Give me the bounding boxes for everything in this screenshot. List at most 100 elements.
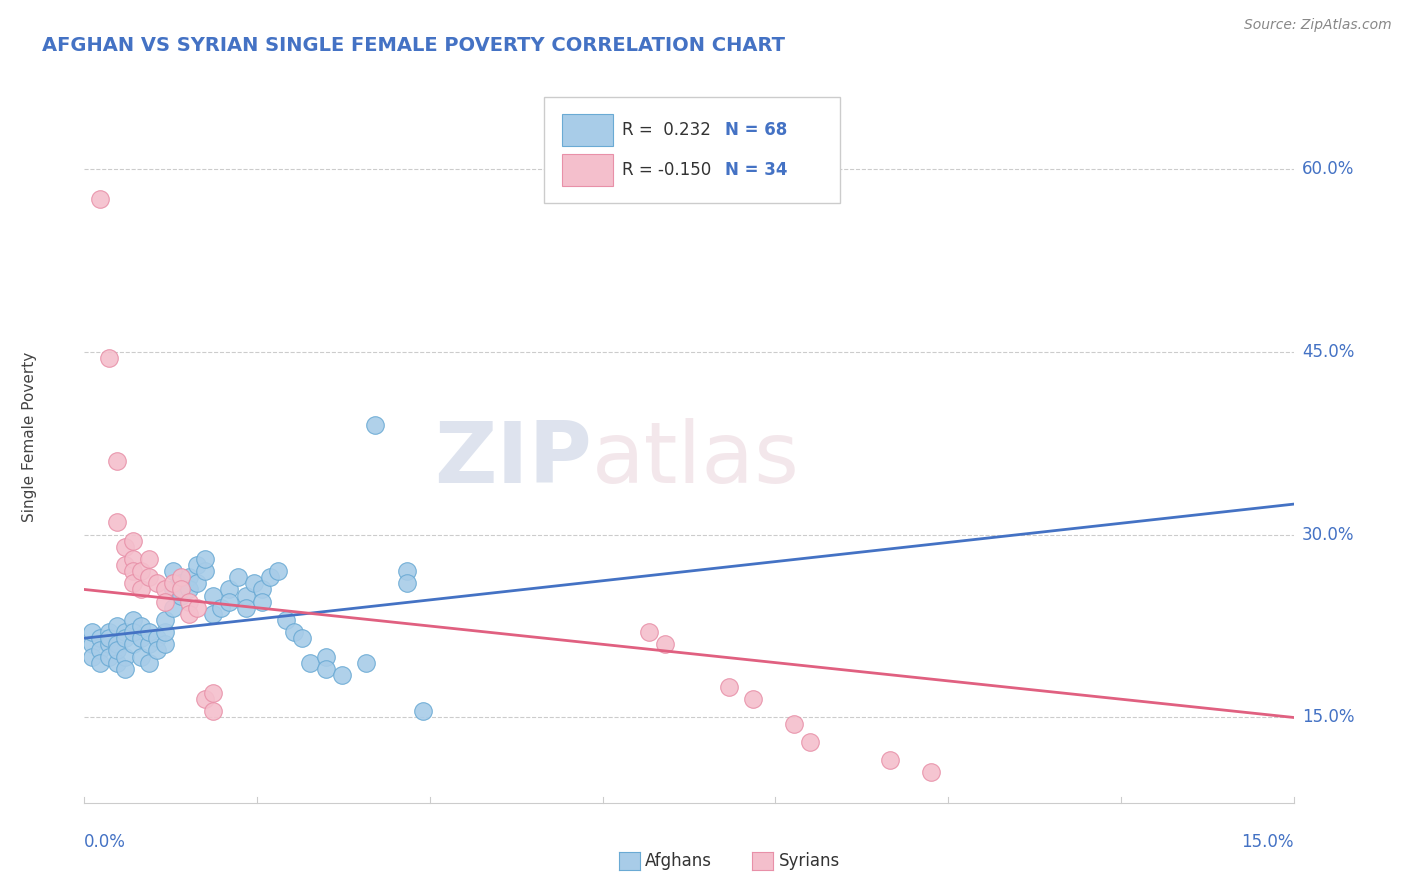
Point <box>121 552 143 566</box>
Point <box>186 576 208 591</box>
Text: N = 34: N = 34 <box>725 161 787 179</box>
Text: 60.0%: 60.0% <box>1302 160 1354 178</box>
Text: atlas: atlas <box>592 417 800 500</box>
Point <box>114 558 136 573</box>
Text: Single Female Poverty: Single Female Poverty <box>22 352 38 522</box>
Text: ZIP: ZIP <box>434 417 592 500</box>
Point <box>129 649 152 664</box>
Point <box>121 637 143 651</box>
Point <box>186 558 208 573</box>
Text: AFGHAN VS SYRIAN SINGLE FEMALE POVERTY CORRELATION CHART: AFGHAN VS SYRIAN SINGLE FEMALE POVERTY C… <box>42 36 785 54</box>
Point <box>114 625 136 640</box>
Point <box>259 570 281 584</box>
Point <box>97 649 120 664</box>
Point <box>129 632 152 646</box>
Point <box>179 582 201 597</box>
FancyBboxPatch shape <box>562 114 613 146</box>
Point <box>218 594 240 608</box>
Point <box>146 576 169 591</box>
Text: Source: ZipAtlas.com: Source: ZipAtlas.com <box>1244 18 1392 32</box>
Point <box>97 637 120 651</box>
Text: R = -0.150: R = -0.150 <box>623 161 711 179</box>
Point <box>186 600 208 615</box>
Text: 30.0%: 30.0% <box>1302 525 1354 543</box>
Point <box>105 454 128 468</box>
Point <box>97 632 120 646</box>
Point <box>121 564 143 578</box>
Point <box>153 637 176 651</box>
Point <box>121 625 143 640</box>
Point <box>170 582 193 597</box>
Text: 15.0%: 15.0% <box>1241 833 1294 851</box>
Point <box>129 582 152 597</box>
Point <box>162 582 184 597</box>
Text: 0.0%: 0.0% <box>84 833 127 851</box>
Point <box>114 632 136 646</box>
Point <box>82 649 104 664</box>
Point <box>235 600 257 615</box>
Point <box>129 564 152 578</box>
Point <box>89 632 111 646</box>
Point <box>742 692 765 706</box>
Point <box>97 351 120 365</box>
Point <box>209 600 232 615</box>
Point <box>718 680 741 694</box>
Point <box>138 570 160 584</box>
Point <box>202 686 225 700</box>
Point <box>356 656 378 670</box>
Point <box>218 582 240 597</box>
Point <box>114 649 136 664</box>
Point <box>153 613 176 627</box>
Point <box>105 656 128 670</box>
Point <box>299 656 322 670</box>
Point <box>637 625 659 640</box>
Point <box>879 753 901 767</box>
Point <box>121 576 143 591</box>
Point <box>267 564 290 578</box>
Point <box>162 564 184 578</box>
Point <box>315 662 337 676</box>
Point <box>114 540 136 554</box>
Point <box>114 662 136 676</box>
Point <box>194 552 217 566</box>
Point <box>138 637 160 651</box>
FancyBboxPatch shape <box>544 97 841 203</box>
Point <box>363 417 385 432</box>
Point <box>89 656 111 670</box>
Point <box>315 649 337 664</box>
FancyBboxPatch shape <box>562 154 613 186</box>
Point <box>250 582 273 597</box>
Point <box>179 594 201 608</box>
Point <box>105 619 128 633</box>
Point <box>153 594 176 608</box>
Point <box>89 643 111 657</box>
Point <box>146 632 169 646</box>
Point <box>82 637 104 651</box>
Point <box>129 619 152 633</box>
Point <box>179 570 201 584</box>
Point <box>105 637 128 651</box>
Point <box>799 735 821 749</box>
Point <box>105 643 128 657</box>
Point <box>89 193 111 207</box>
Point <box>162 600 184 615</box>
Text: Syrians: Syrians <box>779 852 841 870</box>
Point <box>412 705 434 719</box>
Point <box>138 656 160 670</box>
Point <box>170 589 193 603</box>
Point <box>162 576 184 591</box>
Point <box>121 613 143 627</box>
Point <box>170 576 193 591</box>
Point <box>179 607 201 621</box>
Point <box>395 564 418 578</box>
Point <box>170 570 193 584</box>
Point <box>291 632 314 646</box>
Point <box>654 637 676 651</box>
Point <box>783 716 806 731</box>
Point <box>194 564 217 578</box>
Point <box>97 625 120 640</box>
Text: Afghans: Afghans <box>645 852 713 870</box>
Point <box>235 589 257 603</box>
Point <box>138 625 160 640</box>
Text: 45.0%: 45.0% <box>1302 343 1354 360</box>
